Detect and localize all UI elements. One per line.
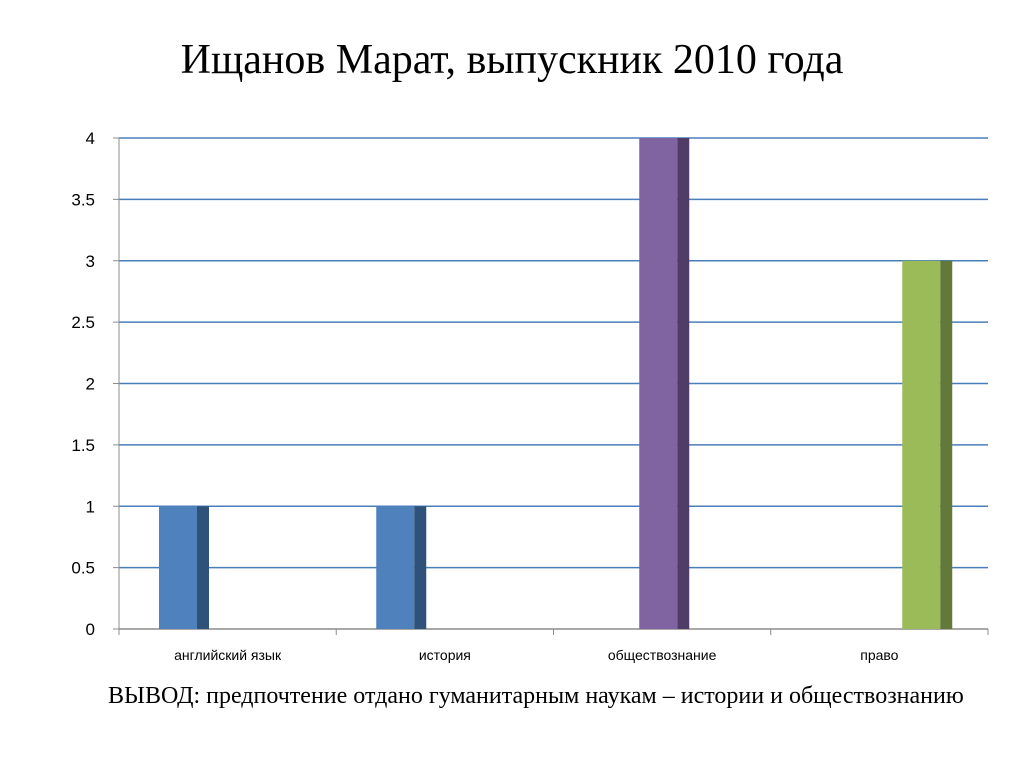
y-tick-label: 1.5 xyxy=(71,436,95,455)
x-category-label: английский язык xyxy=(174,647,282,663)
bars xyxy=(159,138,953,629)
y-tick-label: 0 xyxy=(86,620,95,639)
bar-side xyxy=(940,260,953,629)
bar xyxy=(376,506,415,629)
y-tick-label: 3 xyxy=(86,252,95,271)
gridlines xyxy=(119,137,988,569)
y-tick-label: 4 xyxy=(86,129,95,148)
x-category-label: обществознание xyxy=(608,647,717,663)
x-category-labels: английский язык история обществознание прав… xyxy=(174,647,899,663)
bar xyxy=(639,138,678,629)
bar xyxy=(159,506,197,629)
bar xyxy=(902,260,941,629)
y-tick-label: 2.5 xyxy=(71,313,95,332)
x-category-label: история xyxy=(419,647,471,663)
y-tick-label: 2 xyxy=(86,375,95,394)
y-tick-label: 0.5 xyxy=(71,559,95,578)
x-category-label: право xyxy=(860,647,898,663)
bar-side xyxy=(197,506,209,629)
axes xyxy=(113,137,989,635)
conclusion-text: ВЫВОД: предпочтение отдано гуманитарным … xyxy=(108,683,964,709)
bar-side xyxy=(677,138,690,629)
y-tick-label: 3.5 xyxy=(71,190,95,209)
y-tick-label: 1 xyxy=(86,497,95,516)
slide-title: Ищанов Марат, выпускник 2010 года xyxy=(180,37,844,83)
bar-side xyxy=(414,506,427,629)
y-tick-labels: 0 0.5 1 1.5 2 2.5 3 3.5 4 xyxy=(71,129,95,639)
